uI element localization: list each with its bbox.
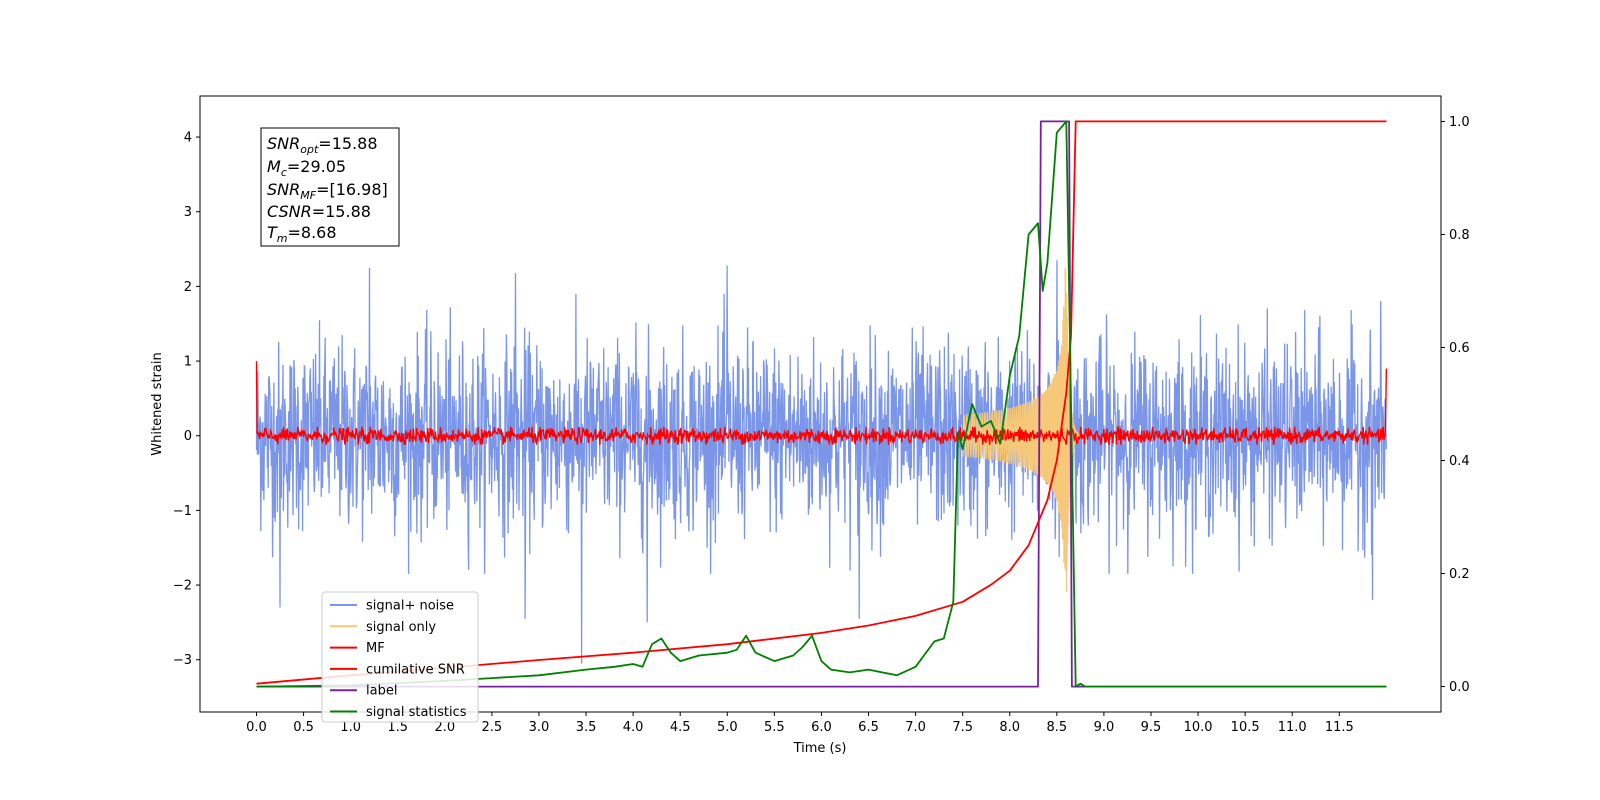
info-box-frame bbox=[260, 127, 400, 247]
x-tick-label: 6.0 bbox=[811, 720, 832, 735]
x-tick-label: 8.5 bbox=[1046, 720, 1067, 735]
y-right-tick-label: 1.0 bbox=[1449, 115, 1470, 130]
series-signal-statistics bbox=[256, 120, 1387, 688]
y-left-tick-label: −2 bbox=[173, 579, 192, 594]
y-left-tick-label: −3 bbox=[173, 653, 192, 668]
y-left-tick-label: 1 bbox=[184, 355, 192, 370]
x-tick-label: 2.5 bbox=[482, 720, 503, 735]
series-layer bbox=[255, 120, 1388, 688]
y-left-tick-label: 3 bbox=[184, 205, 192, 220]
x-tick-label: 11.5 bbox=[1325, 720, 1354, 735]
series-signal-only bbox=[962, 267, 1082, 593]
x-tick-label: 1.5 bbox=[387, 720, 408, 735]
legend-label: signal only bbox=[366, 620, 436, 635]
legend-label: signal+ noise bbox=[366, 599, 454, 614]
x-tick-label: 4.5 bbox=[670, 720, 691, 735]
plot-frame bbox=[199, 95, 1442, 713]
info-snr-mf: SNRMF=[16.98] bbox=[267, 180, 388, 202]
legend-label: MF bbox=[366, 641, 385, 656]
legend-label: label bbox=[366, 684, 397, 699]
y-right-tick-label: 0.6 bbox=[1449, 341, 1470, 356]
x-tick-label: 0.0 bbox=[246, 720, 267, 735]
x-axis-label: Time (s) bbox=[793, 741, 847, 756]
series-cumulative-snr bbox=[256, 120, 1387, 685]
x-tick-label: 5.5 bbox=[764, 720, 785, 735]
x-tick-label: 9.0 bbox=[1094, 720, 1115, 735]
x-tick-label: 10.5 bbox=[1231, 720, 1260, 735]
x-axis-ticks: 0.0 0.5 1.0 1.5 2.0 2.5 3.0 3.5 4.0 4.5 5.0 5.5 6.0 6… bbox=[246, 712, 1354, 735]
y-right-tick-label: 0.8 bbox=[1449, 228, 1470, 243]
x-tick-label: 9.5 bbox=[1141, 720, 1162, 735]
y-left-tick-label: 2 bbox=[184, 280, 192, 295]
info-mc: Mc=29.05 bbox=[267, 157, 346, 179]
y-left-tick-label: −1 bbox=[173, 504, 192, 519]
x-tick-label: 7.5 bbox=[952, 720, 973, 735]
info-snr-opt: SNRopt=15.88 bbox=[267, 134, 378, 156]
y-right-tick-label: 0.4 bbox=[1449, 454, 1470, 469]
series-signal-noise bbox=[255, 260, 1388, 664]
x-tick-label: 4.0 bbox=[623, 720, 644, 735]
y-axis-label: Whitened strain bbox=[150, 352, 165, 455]
y-axis-right-ticks: 1.0 0.8 0.6 0.4 0.2 0.0 bbox=[1441, 115, 1470, 695]
y-left-tick-label: 0 bbox=[184, 429, 192, 444]
legend-label: cumilative SNR bbox=[366, 662, 465, 677]
x-tick-label: 2.0 bbox=[434, 720, 455, 735]
info-box: SNRopt=15.88 Mc=29.05 SNRMF=[16.98] CSNR… bbox=[260, 127, 400, 247]
info-tm: Tm=8.68 bbox=[267, 223, 337, 245]
x-tick-label: 6.5 bbox=[858, 720, 879, 735]
x-tick-label: 10.0 bbox=[1184, 720, 1213, 735]
x-tick-label: 5.0 bbox=[717, 720, 738, 735]
y-right-tick-label: 0.0 bbox=[1449, 680, 1470, 695]
info-csnr: CSNR=15.88 bbox=[267, 202, 371, 221]
x-tick-label: 1.0 bbox=[340, 720, 361, 735]
y-axis-left-ticks: 4 3 2 1 0 −1 −2 −3 bbox=[173, 131, 200, 668]
x-tick-label: 3.0 bbox=[529, 720, 550, 735]
legend-frame bbox=[321, 591, 479, 723]
legend-label: signal statistics bbox=[366, 705, 467, 720]
x-tick-label: 3.5 bbox=[576, 720, 597, 735]
y-left-tick-label: 4 bbox=[184, 131, 192, 146]
x-tick-label: 11.0 bbox=[1278, 720, 1307, 735]
legend: signal+ noise signal only MF cumilative SNR… bbox=[321, 591, 479, 723]
x-tick-label: 8.0 bbox=[999, 720, 1020, 735]
x-tick-label: 7.0 bbox=[905, 720, 926, 735]
legend-entries: signal+ noise signal only MF cumilative SNR… bbox=[330, 599, 467, 720]
y-right-tick-label: 0.2 bbox=[1449, 567, 1470, 582]
series-mf bbox=[255, 361, 1388, 446]
x-tick-label: 0.5 bbox=[293, 720, 314, 735]
